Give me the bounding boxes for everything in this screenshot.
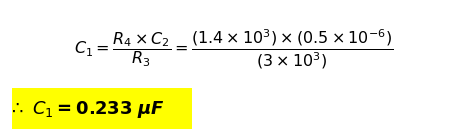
FancyBboxPatch shape: [12, 88, 192, 129]
Text: $\therefore\ \boldsymbol{C_1 = 0.233\ \mu F}$: $\therefore\ \boldsymbol{C_1 = 0.233\ \m…: [8, 99, 165, 120]
Text: $C_1 = \dfrac{R_4 \times C_2}{R_3} = \dfrac{(1.4 \times 10^3) \times (0.5 \times: $C_1 = \dfrac{R_4 \times C_2}{R_3} = \df…: [74, 27, 394, 70]
